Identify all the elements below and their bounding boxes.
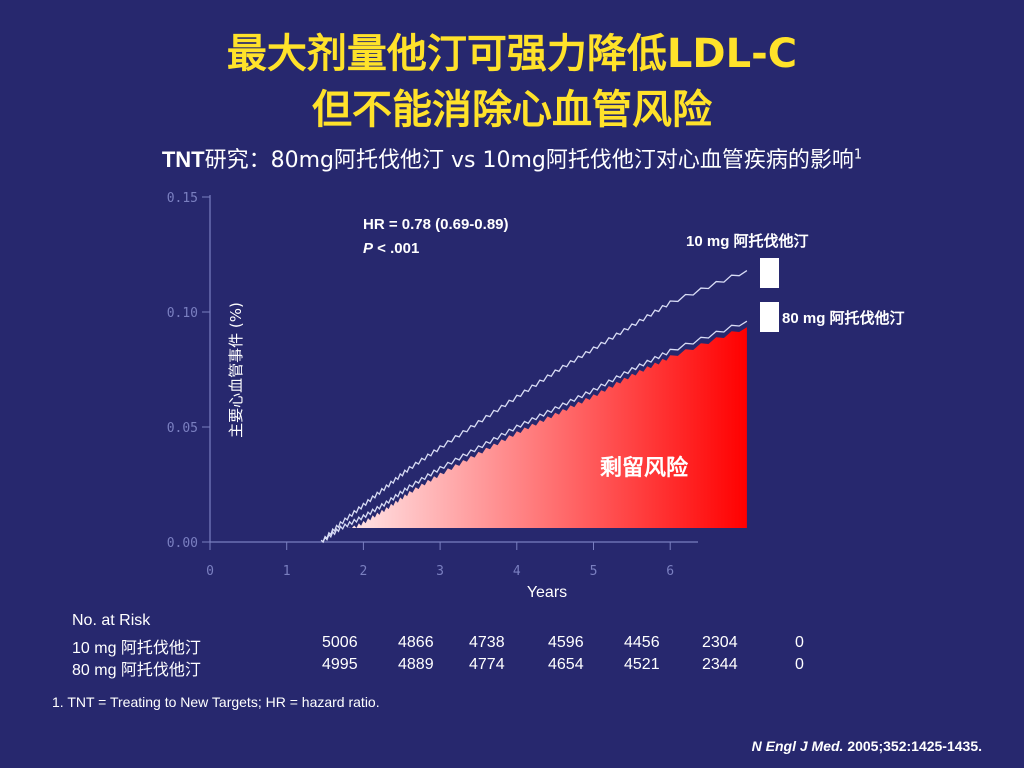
- risk-value-cell: 2304: [702, 634, 738, 651]
- x-axis-label: Years: [527, 584, 567, 601]
- risk-row-label: 10 mg 阿托伐他汀: [72, 640, 201, 657]
- x-tick-label: 5: [590, 564, 598, 579]
- slide-subtitle: TNT研究：80mg阿托伐他汀 vs 10mg阿托伐他汀对心血管疾病的影响1: [0, 142, 1024, 174]
- legend-label-10mg: 10 mg 阿托伐他汀: [686, 232, 809, 250]
- series-marker-80mg: [760, 302, 779, 332]
- citation: N Engl J Med. 2005;352:1425-1435.: [752, 738, 982, 754]
- citation-journal: N Engl J Med.: [751, 738, 844, 754]
- risk-table-header: No. at Risk: [72, 612, 151, 629]
- series-line-80mg: [320, 320, 748, 544]
- slide-title-line-2: 但不能消除心血管风险: [312, 87, 712, 133]
- risk-row-label: 80 mg 阿托伐他汀: [72, 662, 201, 679]
- subtitle-text: 研究：80mg阿托伐他汀 vs 10mg阿托伐他汀对心血管疾病的影响: [204, 148, 854, 173]
- citation-end: .: [978, 738, 982, 754]
- risk-value-cell: 4866: [398, 634, 434, 651]
- residual-risk-label: 剩留风险: [600, 455, 689, 481]
- footnote: 1. TNT = Treating to New Targets; HR = h…: [52, 694, 380, 710]
- slide-title-line-1: 最大剂量他汀可强力降低LDL-C: [226, 31, 798, 77]
- risk-value-cell: 4738: [469, 634, 505, 651]
- risk-row-80mg: 80 mg 阿托伐他汀 4995 4889 4774 4654 4521 2344 0: [72, 656, 832, 679]
- subtitle-prefix: TNT: [161, 147, 205, 172]
- citation-ref: 2005;352:1425-1435: [843, 738, 979, 754]
- residual-risk-area: [345, 327, 747, 528]
- y-tick-label: 0.00: [167, 536, 198, 551]
- risk-value-cell: 4774: [469, 656, 505, 673]
- risk-value-cell: 4596: [548, 634, 584, 651]
- risk-value-cell: 4995: [322, 656, 358, 673]
- series-marker-10mg: [760, 258, 779, 288]
- x-tick-label: 2: [359, 564, 367, 579]
- y-tick-label: 0.05: [167, 421, 198, 436]
- hazard-ratio-annotation: HR = 0.78 (0.69-0.89): [363, 216, 509, 233]
- risk-value-cell: 2344: [702, 656, 738, 673]
- series-line-10mg: [320, 270, 748, 544]
- p-value-annotation: P < .001: [363, 240, 419, 257]
- y-tick-label: 0.10: [167, 306, 198, 321]
- y-tick-label: 0.15: [167, 191, 198, 206]
- risk-value-cell: 4521: [624, 656, 660, 673]
- x-tick-label: 4: [513, 564, 521, 579]
- risk-row-10mg: 10 mg 阿托伐他汀 5006 4866 4738 4596 4456 2304 0: [72, 634, 832, 657]
- risk-value-cell: 0: [795, 656, 804, 673]
- x-tick-label: 0: [206, 564, 214, 579]
- x-tick-label: 3: [436, 564, 444, 579]
- legend-label-80mg: 80 mg 阿托伐他汀: [782, 309, 905, 327]
- y-axis-label: 主要心血管事件 (%): [227, 302, 245, 438]
- risk-value-cell: 4654: [548, 656, 584, 673]
- risk-value-cell: 4889: [398, 656, 434, 673]
- x-tick-label: 6: [666, 564, 674, 579]
- risk-value-cell: 4456: [624, 634, 660, 651]
- risk-value-cell: 0: [795, 634, 804, 651]
- number-at-risk-table: No. at Risk 10 mg 阿托伐他汀 5006 4866 4738 4596…: [72, 612, 832, 679]
- risk-value-cell: 5006: [322, 634, 358, 651]
- subtitle-superscript: 1: [853, 147, 863, 163]
- x-tick-label: 1: [283, 564, 291, 579]
